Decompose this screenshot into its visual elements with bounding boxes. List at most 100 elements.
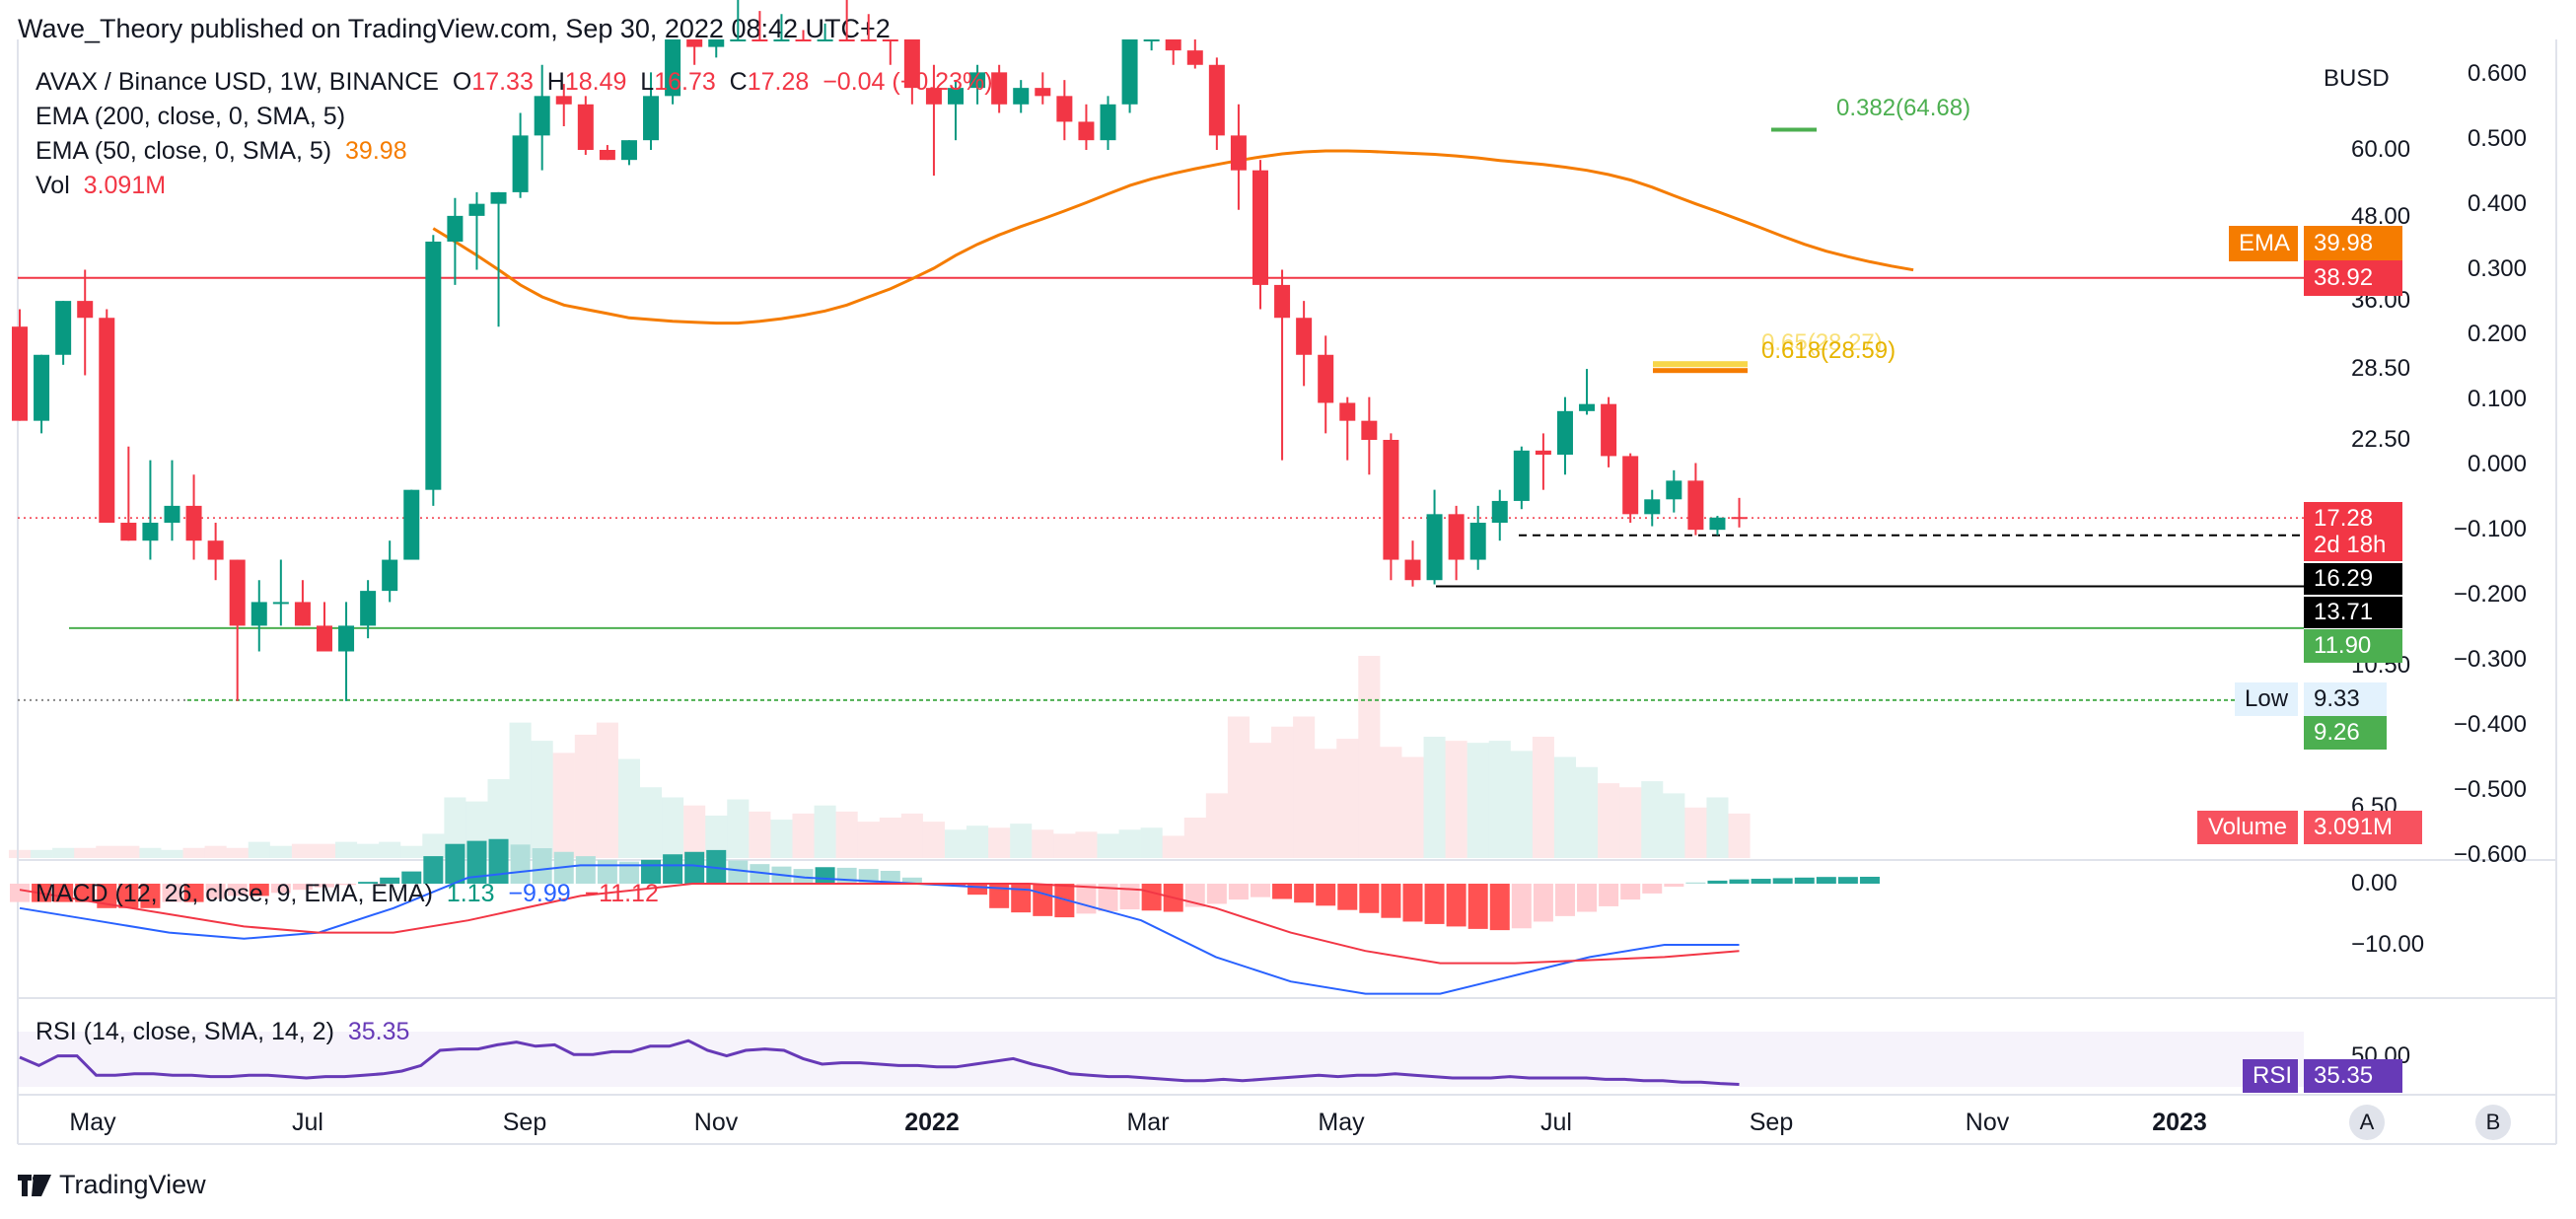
auto-scale-button[interactable]: A	[2349, 1105, 2385, 1140]
fib-618-label: 0.618(28.59)	[1761, 337, 1896, 364]
macd-histogram-bar	[1250, 884, 1270, 897]
candle-body	[272, 602, 289, 605]
ohlc-open-value: 17.33	[471, 68, 534, 96]
macd-histogram-bar	[140, 884, 161, 908]
fib-618-marker	[1653, 368, 1748, 374]
volume-name-tag: Volume	[2197, 811, 2298, 844]
volume-bar	[1315, 749, 1337, 858]
rsi-line	[19, 1039, 1740, 1086]
candle-body	[730, 39, 747, 41]
macd-legend-label: MACD (12, 26, close, 9, EMA, EMA)	[36, 880, 433, 907]
volume-bar	[639, 787, 663, 858]
candle-body	[1644, 499, 1661, 515]
candle-body	[55, 301, 72, 355]
macd-histogram-bar	[227, 884, 248, 896]
countdown-tag: 2d 18h	[2304, 530, 2402, 561]
macd-histogram-bar	[1794, 877, 1815, 884]
signal-line	[19, 883, 1740, 965]
macd-histogram-bar	[314, 884, 334, 888]
volume-bar	[574, 734, 597, 858]
macd-histogram-bar	[1664, 884, 1684, 888]
macd-histogram-bar	[1816, 877, 1836, 884]
volume-bar	[313, 843, 336, 858]
macd-histogram-bar	[1577, 884, 1598, 912]
candle-body	[294, 602, 311, 626]
rsi-legend-value: 35.35	[347, 1018, 410, 1045]
ohlc-high-value: 18.49	[564, 68, 627, 96]
candle-body	[1469, 523, 1486, 560]
candle-body	[1186, 50, 1203, 65]
candle-body	[447, 215, 464, 242]
volume-bar	[204, 845, 227, 858]
macd-legend[interactable]: MACD (12, 26, close, 9, EMA, EMA) 1.13 −…	[36, 880, 659, 908]
candle-body	[620, 140, 637, 161]
rsi-legend-label: RSI (14, close, SMA, 14, 2)	[36, 1018, 334, 1045]
volume-bar	[117, 845, 140, 858]
ohlc-low-value: 16.73	[654, 68, 716, 96]
volume-bar	[1075, 831, 1098, 858]
candle-body	[1513, 450, 1530, 501]
left-axis-label: −0.300	[2453, 646, 2527, 673]
volume-bar	[1553, 756, 1577, 858]
currency-label: BUSD	[2324, 65, 2390, 92]
scale-mode-button[interactable]: B	[2475, 1105, 2511, 1140]
macd-histogram-bar	[466, 840, 487, 884]
candle-body	[12, 326, 28, 421]
macd-histogram-bar	[815, 867, 835, 884]
x-label-may: May	[69, 1109, 116, 1136]
macd-histogram-bar	[618, 861, 639, 884]
candle-body	[1622, 456, 1639, 515]
macd-histogram-bar	[532, 848, 552, 884]
macd-histogram-bar	[793, 869, 814, 884]
macd-histogram-bar	[1337, 884, 1358, 910]
volume-bar	[1271, 726, 1294, 858]
macd-histogram-bar	[1467, 884, 1488, 929]
macd-histogram-bar	[1554, 884, 1575, 916]
ema50-legend[interactable]: EMA (50, close, 0, SMA, 5) 39.98	[36, 137, 407, 166]
volume-bar	[1641, 781, 1664, 858]
macd-axis-0: 0.00	[2351, 870, 2397, 896]
candle-body	[1274, 284, 1291, 319]
ema-value-tag: 39.98	[2304, 226, 2402, 261]
ema200-legend[interactable]: EMA (200, close, 0, SMA, 5)	[36, 103, 346, 130]
macd-histogram-bar	[1729, 879, 1750, 884]
volume-bar	[31, 849, 53, 858]
macd-histogram-bar	[1642, 884, 1663, 894]
macd-histogram-bar	[380, 877, 400, 884]
macd-histogram-bar	[1772, 878, 1793, 884]
volume-bar	[248, 841, 270, 858]
volume-bar	[922, 822, 945, 858]
volume-bar	[1358, 656, 1381, 858]
candle-body	[142, 523, 159, 541]
macd-histogram-bar	[1599, 884, 1619, 906]
volume-bar	[1118, 829, 1141, 858]
volume-bar	[182, 847, 205, 858]
volume-legend[interactable]: Vol 3.091M	[36, 172, 166, 200]
candle-body	[512, 135, 529, 192]
volume-bar	[966, 825, 989, 858]
volume-bars	[8, 656, 1751, 858]
candle-body	[1230, 135, 1247, 171]
rsi-name-tag: RSI	[2243, 1059, 2298, 1093]
volume-bar	[1445, 741, 1467, 858]
volume-bar	[139, 847, 162, 858]
candle-body	[1491, 500, 1508, 524]
left-axis-label: 0.600	[2467, 60, 2527, 87]
volume-bar	[1053, 833, 1076, 858]
candle-body	[773, 39, 790, 41]
rsi-legend[interactable]: RSI (14, close, SMA, 14, 2) 35.35	[36, 1018, 409, 1046]
tradingview-footer[interactable]: TradingView	[18, 1170, 206, 1200]
candle-body	[1208, 64, 1225, 136]
candle-body	[599, 150, 615, 161]
left-axis-label: −0.400	[2453, 711, 2527, 738]
candle-body	[751, 39, 768, 41]
left-axis-label: 0.500	[2467, 125, 2527, 152]
candle-body	[1556, 410, 1573, 456]
volume-bar	[1684, 807, 1707, 858]
dashed-support-tag: 16.29	[2304, 563, 2402, 595]
ohlc-close-label: C	[729, 68, 748, 96]
fib-382-label: 0.382(64.68)	[1836, 95, 1971, 121]
macd-histogram-bar	[1294, 884, 1315, 903]
volume-bar	[1336, 739, 1359, 858]
